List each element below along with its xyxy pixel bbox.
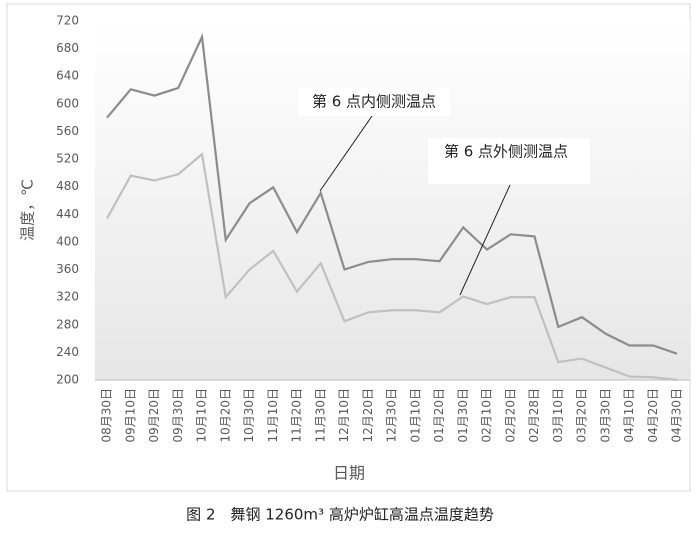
x-tick-label: 11月20日 [290, 388, 304, 443]
caption: 图 2 舞钢 1260m³ 高炉炉缸高温点温度趋势 [186, 506, 494, 524]
x-tick-label: 03月10日 [551, 388, 565, 443]
x-tick-label: 12月20日 [361, 388, 375, 443]
y-tick-label: 240 [56, 345, 79, 359]
x-tick-label: 03月20日 [575, 388, 589, 443]
y-tick-label: 680 [56, 41, 79, 55]
x-tick-label: 10月30日 [242, 388, 256, 443]
x-tick-label: 01月10日 [408, 388, 422, 443]
annotation: 第 6 点内侧测温点 [312, 93, 436, 111]
x-tick-label: 02月28日 [527, 388, 541, 443]
y-tick-label: 600 [56, 96, 79, 110]
x-tick-label: 01月30日 [456, 388, 470, 443]
x-tick-label: 11月30日 [313, 388, 327, 443]
y-tick-label: 560 [56, 124, 79, 138]
y-tick-label: 720 [56, 14, 79, 28]
y-tick-label: 440 [56, 207, 79, 221]
x-tick-label: 04月20日 [646, 388, 660, 443]
x-tick-label: 04月30日 [670, 388, 684, 443]
leader-line [319, 115, 373, 192]
y-tick-label: 480 [56, 179, 79, 193]
x-tick-label: 08月30日 [100, 388, 114, 443]
plot-area [95, 21, 690, 380]
y-tick-label: 200 [56, 373, 79, 387]
y-tick-label: 520 [56, 152, 79, 166]
x-tick-label: 12月30日 [385, 388, 399, 443]
x-tick-label: 09月30日 [171, 388, 185, 443]
series-line [106, 32, 678, 355]
x-tick-label: 09月20日 [147, 388, 161, 443]
x-tick-label: 10月20日 [218, 388, 232, 443]
x-tick-label: 09月10日 [123, 388, 137, 443]
annotation-box [298, 88, 450, 116]
x-tick-label: 02月20日 [503, 388, 517, 443]
x-tick-label: 11月10日 [266, 388, 280, 443]
annotation: 第 6 点外侧测温点 [444, 143, 568, 161]
x-tick-label: 03月30日 [598, 388, 612, 443]
annotation-box [428, 138, 590, 184]
leader-line [459, 184, 511, 296]
x-tick-label: 01月20日 [432, 388, 446, 443]
x-tick-label: 02月10日 [480, 388, 494, 443]
x-axis-label: 日期 [333, 464, 365, 483]
y-axis-label: 温度，℃ [19, 179, 37, 241]
y-tick-label: 640 [56, 69, 79, 83]
series-line [106, 152, 678, 382]
x-tick-label: 12月10日 [337, 388, 351, 443]
x-tick-label: 04月10日 [622, 388, 636, 443]
y-tick-label: 320 [56, 290, 79, 304]
y-tick-label: 400 [56, 234, 79, 248]
y-tick-label: 360 [56, 262, 79, 276]
x-tick-label: 10月10日 [195, 388, 209, 443]
y-tick-label: 280 [56, 317, 79, 331]
